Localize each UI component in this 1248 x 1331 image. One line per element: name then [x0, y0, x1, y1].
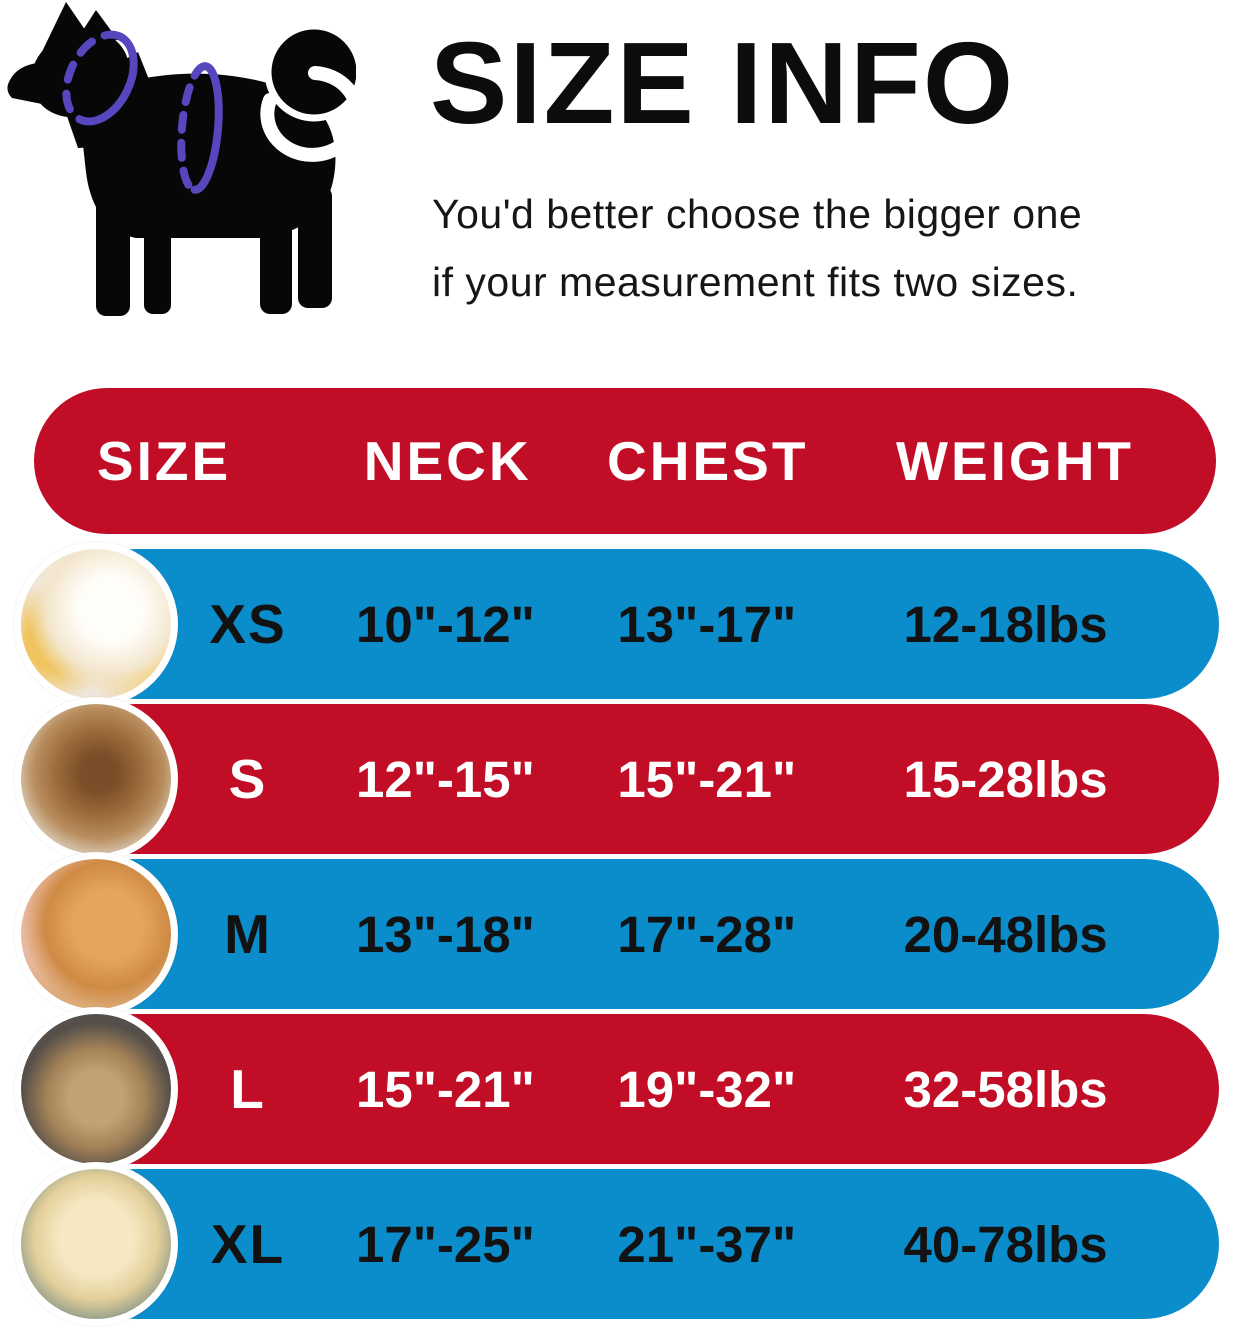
table-row: L 15"-21" 19"-32" 32-58lbs	[14, 1007, 1219, 1171]
dog-photo-poodle	[14, 697, 178, 861]
neck-cell: 13"-18"	[356, 905, 535, 963]
dog-photo-pomeranian	[14, 542, 178, 706]
row-pill	[62, 704, 1219, 854]
neck-cell: 17"-25"	[356, 1215, 535, 1273]
weight-cell: 40-78lbs	[903, 1215, 1108, 1273]
weight-cell: 20-48lbs	[903, 905, 1108, 963]
neck-cell: 12"-15"	[356, 750, 535, 808]
size-cell: M	[224, 903, 272, 965]
header-cell-size: SIZE	[96, 430, 232, 492]
neck-girth-measure-ring	[62, 30, 138, 126]
row-pill	[62, 859, 1219, 1009]
dog-photo-french-bulldog	[14, 1007, 178, 1171]
page-title: SIZE INFO	[430, 18, 1016, 148]
chest-girth-measure-ring	[177, 62, 223, 194]
size-cell: L	[230, 1058, 266, 1120]
weight-cell: 32-58lbs	[903, 1060, 1108, 1118]
subtitle-line-1: You'd better choose the bigger one	[432, 191, 1083, 237]
chest-cell: 17"-28"	[617, 905, 797, 963]
row-content: M 13"-18" 17"-28" 20-48lbs	[62, 859, 1219, 1009]
size-cell: XL	[210, 1213, 286, 1275]
weight-cell: 12-18lbs	[903, 595, 1108, 653]
chest-cell: 19"-32"	[617, 1060, 797, 1118]
row-content: XS 10"-12" 13"-17" 12-18lbs	[62, 549, 1219, 699]
weight-cell: 15-28lbs	[903, 750, 1108, 808]
table-row: XL 17"-25" 21"-37" 40-78lbs	[14, 1162, 1219, 1326]
row-content: S 12"-15" 15"-21" 15-28lbs	[62, 704, 1219, 854]
size-cell: XS	[209, 593, 287, 655]
curled-tail-icon	[260, 22, 356, 162]
row-content: XL 17"-25" 21"-37" 40-78lbs	[62, 1169, 1219, 1319]
subtitle: You'd better choose the bigger one if yo…	[432, 180, 1082, 317]
chest-cell: 13"-17"	[617, 595, 797, 653]
dog-photo-shiba-inu	[14, 852, 178, 1016]
top-section: SIZE INFO You'd better choose the bigger…	[0, 0, 1248, 388]
size-table-rows: XS 10"-12" 13"-17" 12-18lbs S 12"-15" 15…	[0, 542, 1248, 1326]
table-row: S 12"-15" 15"-21" 15-28lbs	[14, 697, 1219, 861]
header-cell-neck: NECK	[363, 430, 532, 492]
row-content: L 15"-21" 19"-32" 32-58lbs	[62, 1014, 1219, 1164]
neck-cell: 10"-12"	[356, 595, 535, 653]
dog-measurement-diagram-icon	[7, 2, 356, 316]
neck-cell: 15"-21"	[356, 1060, 535, 1118]
table-row: XS 10"-12" 13"-17" 12-18lbs	[14, 542, 1219, 706]
header-cell-chest: CHEST	[607, 430, 809, 492]
subtitle-line-2: if your measurement fits two sizes.	[432, 259, 1079, 306]
chest-cell: 15"-21"	[617, 750, 797, 808]
dog-photo-labrador	[14, 1162, 178, 1326]
table-row: M 13"-18" 17"-28" 20-48lbs	[14, 852, 1219, 1016]
chest-cell: 21"-37"	[617, 1215, 797, 1273]
row-pill	[62, 1014, 1219, 1164]
header-cell-weight: WEIGHT	[896, 430, 1135, 492]
row-pill	[62, 549, 1219, 699]
row-pill	[62, 1169, 1219, 1319]
table-header-row: SIZE NECK CHEST WEIGHT	[34, 388, 1216, 534]
size-cell: S	[228, 748, 268, 810]
